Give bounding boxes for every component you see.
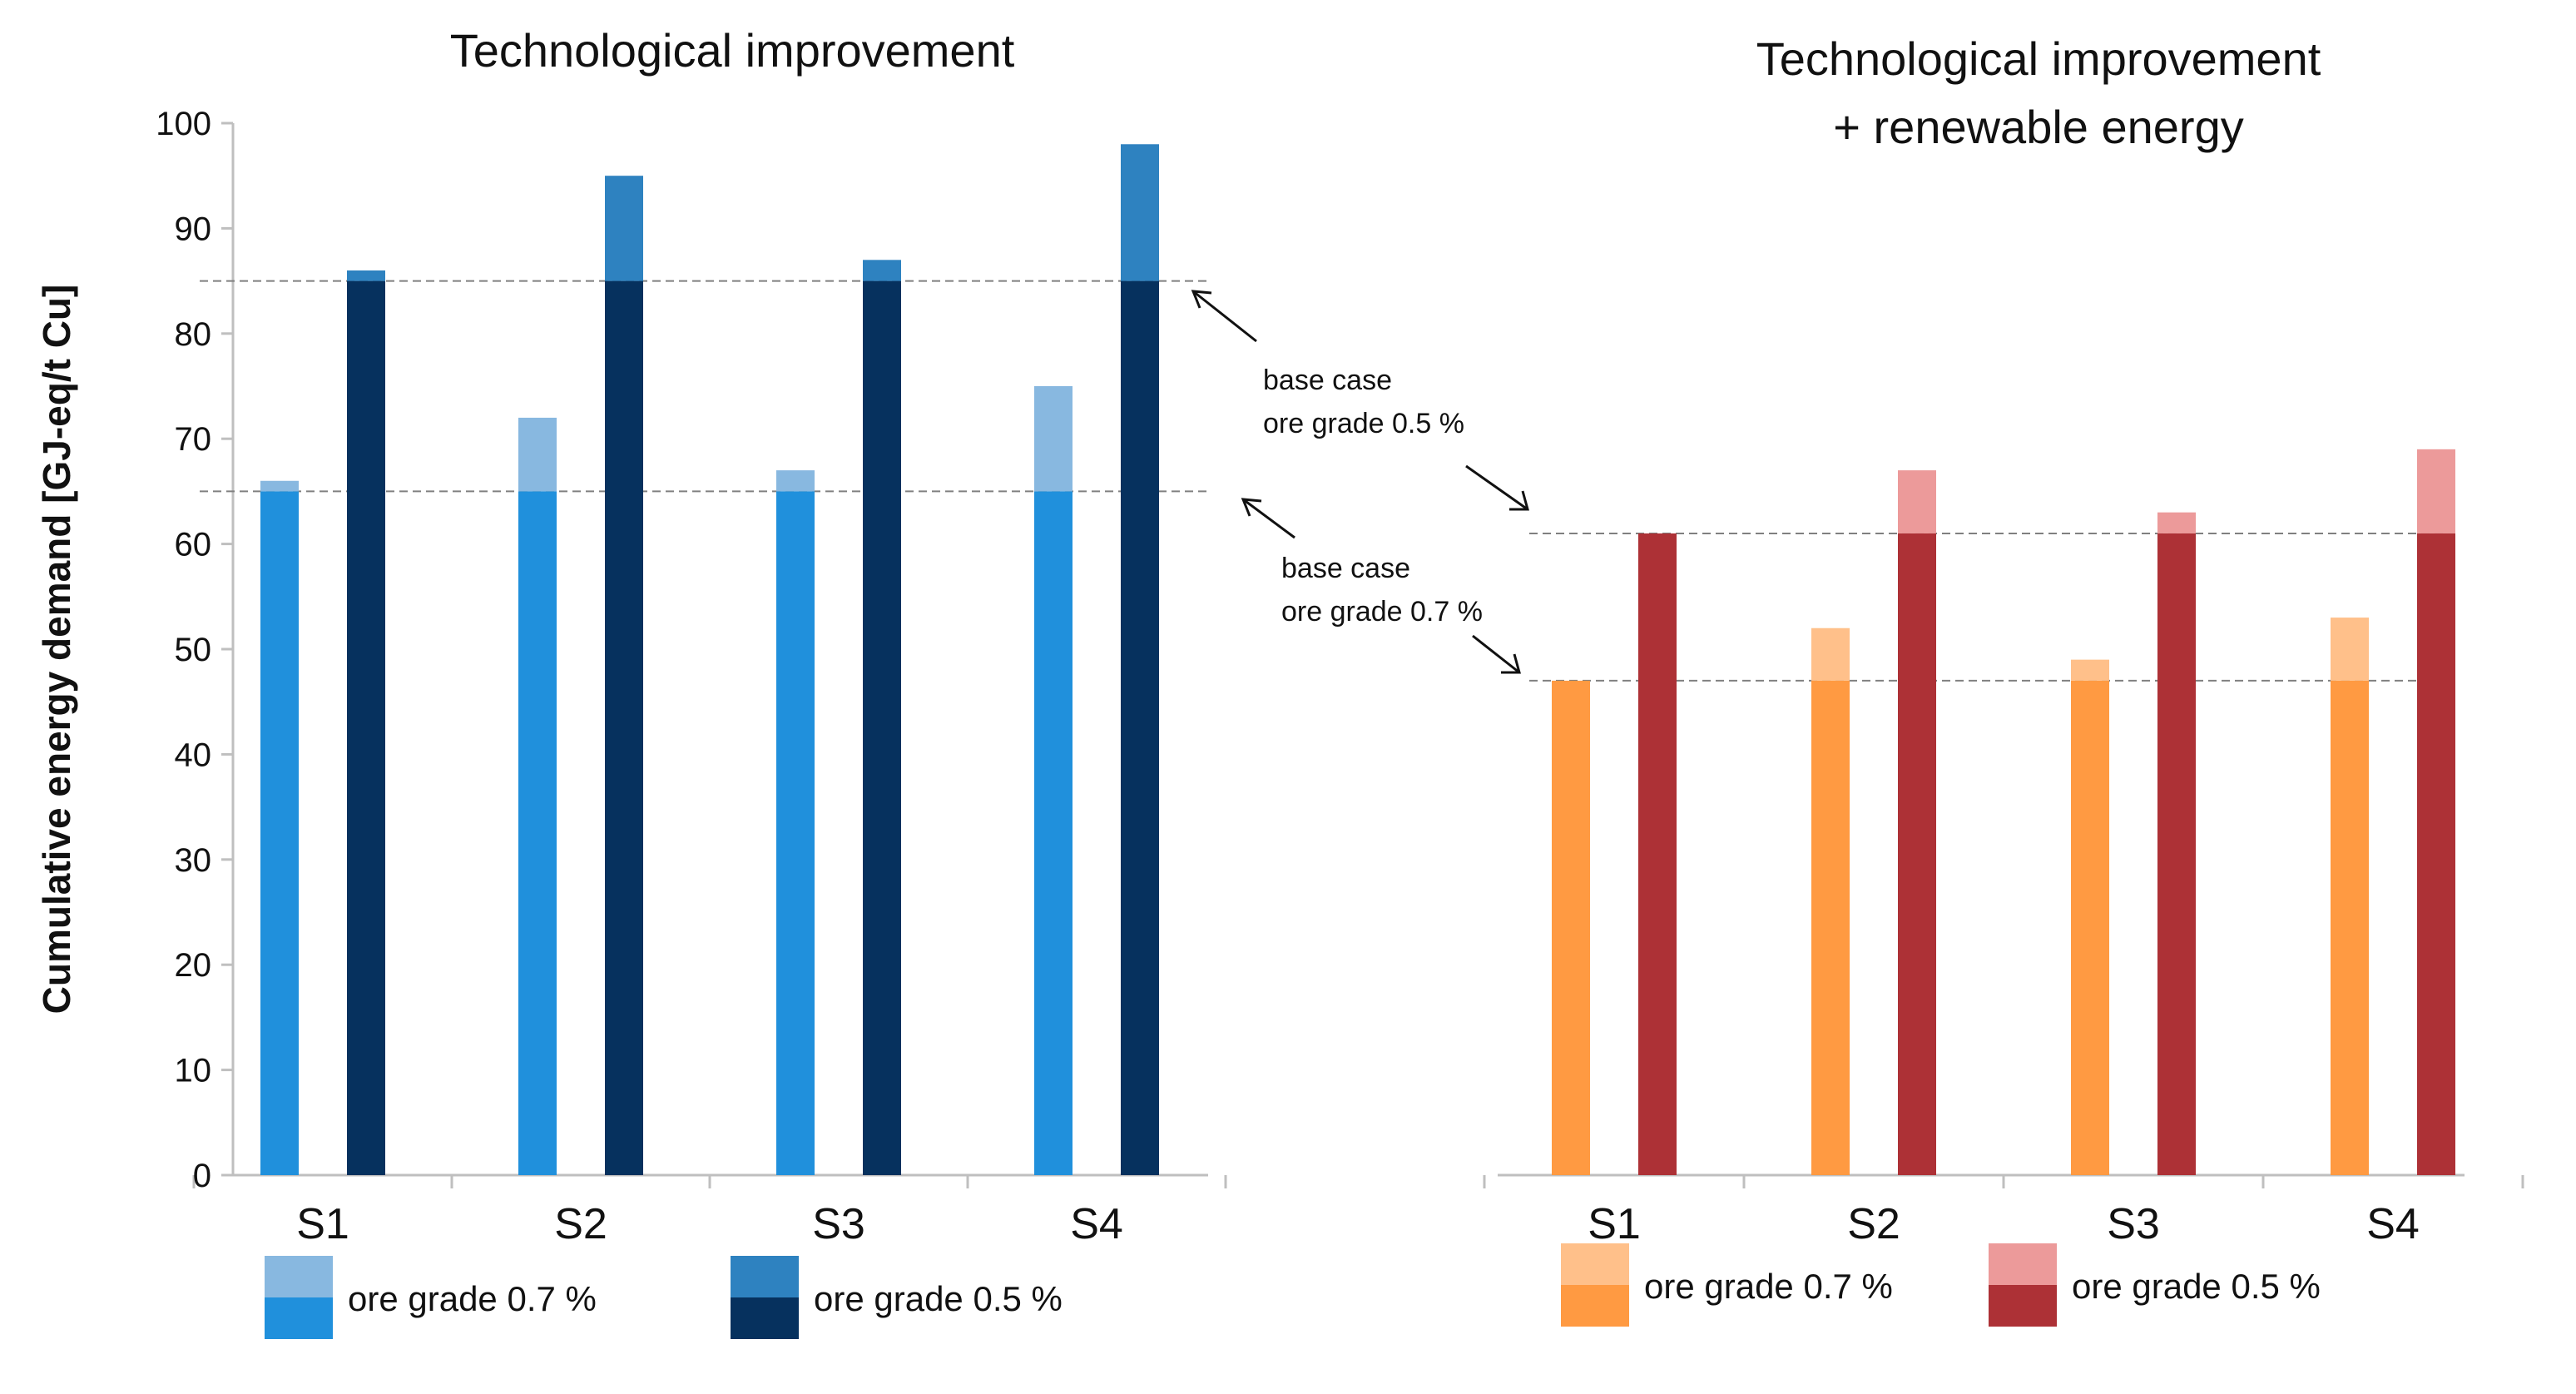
y-tick-label: 100 [156, 106, 211, 142]
bar-s4-series-2-increment [1121, 144, 1159, 281]
x-category-label: S1 [1588, 1200, 1641, 1248]
y-tick-label: 0 [193, 1158, 211, 1194]
annotation-base-case-07-line-2: ore grade 0.7 % [1281, 596, 1483, 628]
legend-swatch-base [1989, 1285, 2057, 1327]
bar-s1-series-1-increment [260, 480, 299, 492]
y-tick-label: 60 [175, 527, 212, 563]
bar-s4-series-1-base [2331, 680, 2369, 1175]
bar-s3-series-2-increment [2157, 512, 2196, 533]
bar-s1-series-2-base [347, 280, 385, 1176]
bar-s4-series-1-increment [1034, 386, 1073, 492]
bar-s2-series-1-increment [518, 417, 557, 492]
legend-swatch-top [1989, 1243, 2057, 1285]
left-chart-title: Technological improvement [450, 24, 1015, 77]
annotation-base-case-05-line-2: ore grade 0.5 % [1263, 408, 1464, 439]
bar-s1-series-2-base [1638, 533, 1677, 1175]
bar-s4-series-1-base [1034, 491, 1073, 1175]
legend-label: ore grade 0.7 % [1644, 1267, 1893, 1306]
x-category-label: S4 [2366, 1200, 2420, 1248]
legend-layer: ore grade 0.7 % ore grade 0.5 % ore grade … [265, 1243, 2321, 1339]
legend-swatch-top [1561, 1243, 1629, 1285]
bar-s1-series-2-increment [347, 270, 385, 281]
x-category-label: S4 [1070, 1200, 1123, 1248]
bar-s4-series-1-increment [2331, 618, 2369, 681]
bar-s2-series-1-increment [1811, 628, 1850, 681]
y-axis-label: Cumulative energy demand [GJ-eq/t Cu] [35, 285, 78, 1014]
bar-s4-series-2-base [2417, 533, 2455, 1175]
legend-label: ore grade 0.5 % [2072, 1267, 2321, 1306]
labels-layer: 0 10 20 30 40 50 60 70 80 90 100 S1 S2 S3 S4 S1 S2 S3 S4 [156, 106, 2420, 1248]
bar-s2-series-2-base [1898, 533, 1936, 1175]
bar-s4-series-2-increment [2417, 449, 2455, 533]
legend-swatch-top [731, 1256, 799, 1297]
bar-s3-series-2-base [863, 280, 901, 1176]
y-tick-label: 50 [175, 632, 212, 668]
arrow-base-case-05-right [1465, 464, 1528, 511]
annotation-arrows [1191, 290, 1529, 674]
right-chart-title-line-2: + renewable energy [1833, 101, 2243, 153]
bar-s3-series-1-increment [2071, 659, 2109, 681]
legend-swatch-base [1561, 1285, 1629, 1327]
legend-label: ore grade 0.7 % [348, 1279, 597, 1318]
arrow-base-case-07-left-head [1241, 498, 1262, 517]
y-tick-label: 30 [175, 842, 212, 879]
bar-s2-series-2-increment [1898, 470, 1936, 533]
bar-s2-series-2-increment [605, 176, 643, 281]
bar-s3-series-1-increment [776, 470, 815, 492]
bar-s3-series-1-base [2071, 680, 2109, 1175]
y-tick-label: 80 [175, 316, 212, 353]
bar-s3-series-2-base [2157, 533, 2196, 1175]
right-chart-title-line-1: Technological improvement [1756, 32, 2321, 85]
x-category-label: S3 [2107, 1200, 2160, 1248]
y-tick-label: 10 [175, 1053, 212, 1089]
arrow-base-case-05-right-head [1509, 490, 1529, 511]
x-category-label: S3 [812, 1200, 865, 1248]
bar-s1-series-1-base [260, 491, 299, 1175]
x-category-label: S2 [1847, 1200, 1900, 1248]
arrow-base-case-07-right-head [1501, 653, 1521, 674]
bars-layer [260, 144, 2455, 1176]
legend-label: ore grade 0.5 % [814, 1279, 1063, 1318]
bar-s1-series-1-base [1552, 680, 1590, 1175]
annotation-base-case-05-line-1: base case [1263, 365, 1392, 396]
bar-s4-series-2-base [1121, 280, 1159, 1176]
arrow-base-case-05-left [1192, 290, 1257, 343]
y-tick-label: 20 [175, 947, 212, 984]
bar-s2-series-2-base [605, 280, 643, 1176]
arrow-base-case-07-left [1242, 498, 1295, 539]
bar-s3-series-1-base [776, 491, 815, 1175]
annotation-base-case-07-line-1: base case [1281, 553, 1410, 584]
bar-s2-series-1-base [1811, 680, 1850, 1175]
x-category-label: S2 [554, 1200, 607, 1248]
legend-swatch-top [265, 1256, 333, 1297]
y-tick-label: 40 [175, 737, 212, 773]
y-tick-label: 70 [175, 421, 212, 458]
y-tick-label: 90 [175, 211, 212, 247]
arrow-base-case-05-left-head [1191, 290, 1212, 309]
arrow-base-case-07-right [1472, 634, 1520, 674]
bar-s3-series-2-increment [863, 260, 901, 281]
bar-s2-series-1-base [518, 491, 557, 1175]
legend-swatch-base [265, 1297, 333, 1339]
x-category-label: S1 [296, 1200, 349, 1248]
legend-swatch-base [731, 1297, 799, 1339]
